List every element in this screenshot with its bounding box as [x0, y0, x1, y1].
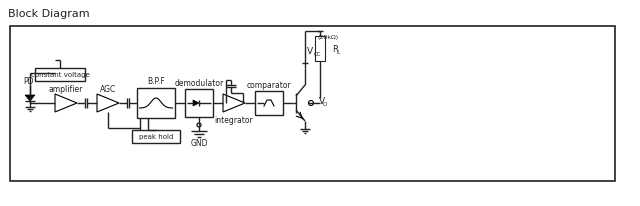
Text: constant voltage: constant voltage	[31, 72, 90, 78]
Text: V: V	[319, 97, 325, 106]
Text: R: R	[332, 45, 338, 54]
Text: (20kΩ): (20kΩ)	[318, 35, 339, 40]
Text: integrator: integrator	[214, 116, 253, 125]
Polygon shape	[193, 101, 199, 107]
Text: peak hold: peak hold	[139, 134, 173, 140]
FancyBboxPatch shape	[35, 69, 85, 82]
FancyBboxPatch shape	[11, 28, 614, 180]
Text: AGC: AGC	[100, 84, 116, 93]
Text: O: O	[323, 102, 327, 107]
Polygon shape	[25, 96, 35, 102]
Text: Block Diagram: Block Diagram	[8, 9, 90, 19]
Text: comparator: comparator	[246, 80, 291, 89]
Text: amplifier: amplifier	[49, 84, 83, 93]
Text: PD: PD	[23, 77, 33, 86]
Text: V: V	[307, 47, 313, 56]
Text: demodulator: demodulator	[174, 78, 223, 87]
Text: GND: GND	[190, 138, 208, 147]
FancyBboxPatch shape	[132, 130, 180, 143]
Text: B.P.F: B.P.F	[147, 77, 165, 86]
FancyBboxPatch shape	[315, 37, 325, 62]
FancyBboxPatch shape	[255, 91, 283, 115]
Text: CC: CC	[314, 52, 321, 57]
FancyBboxPatch shape	[137, 89, 175, 118]
Text: L: L	[336, 50, 339, 55]
FancyBboxPatch shape	[10, 27, 615, 181]
FancyBboxPatch shape	[185, 90, 213, 117]
